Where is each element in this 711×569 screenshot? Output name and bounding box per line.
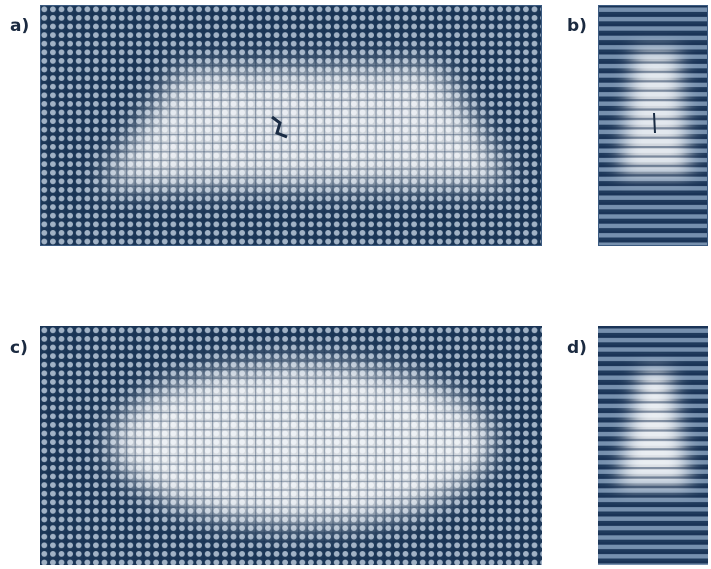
panel-label: a) [10, 16, 29, 36]
panel-image [598, 326, 708, 565]
panel-label: b) [567, 16, 587, 36]
figure: a) b) c) d) [0, 0, 711, 565]
panel-image [40, 5, 542, 246]
panel-label: d) [567, 338, 587, 358]
panel-image [598, 5, 708, 246]
panel-image [40, 326, 542, 565]
panel-label: c) [10, 338, 28, 358]
